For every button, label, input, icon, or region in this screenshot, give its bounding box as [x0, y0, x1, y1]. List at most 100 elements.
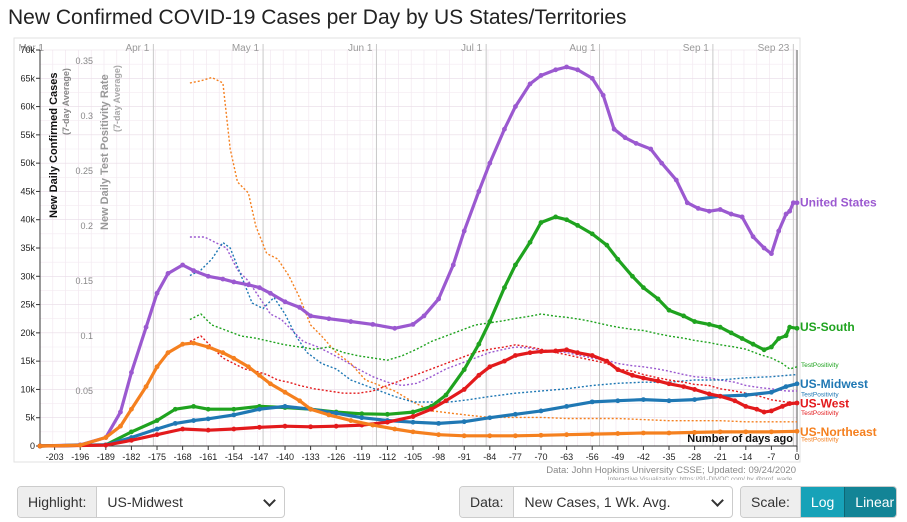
x-tick-label: -175: [148, 452, 166, 462]
y-tick-label: 25k: [20, 300, 35, 310]
data-point: [205, 344, 211, 350]
data-point: [655, 296, 661, 302]
data-point: [728, 330, 734, 336]
data-point: [779, 404, 785, 409]
x-tick-label: -182: [122, 452, 140, 462]
data-point: [681, 384, 687, 389]
y2-tick-label: 0.35: [75, 56, 93, 66]
series-label-us-midwest: US-Midwest: [800, 377, 868, 391]
data-point: [180, 426, 186, 432]
y2-axis-title: New Daily Test Positivity Rate: [99, 74, 111, 230]
y-tick-label: 40k: [20, 215, 35, 225]
control-bar: Highlight: US-Midwest Data: New Cases, 1…: [0, 480, 907, 522]
data-point: [154, 290, 160, 296]
data-point: [118, 423, 123, 429]
data-point: [564, 217, 570, 223]
data-point: [728, 211, 734, 217]
data-point: [648, 146, 654, 152]
data-point: [769, 429, 774, 435]
data-point: [154, 364, 160, 370]
data-point: [692, 430, 698, 435]
data-point: [622, 135, 628, 141]
data-point: [604, 242, 610, 248]
data-point: [787, 401, 793, 406]
data-point: [282, 404, 288, 409]
data-point: [326, 316, 332, 322]
data-point: [794, 200, 800, 206]
data-point: [776, 228, 782, 234]
data-point: [129, 437, 134, 443]
y-tick-label: 70k: [20, 45, 35, 55]
highlight-value: US-Midwest: [107, 494, 183, 510]
data-point: [231, 426, 237, 432]
data-point: [410, 321, 416, 327]
y-tick-label: 45k: [20, 186, 35, 196]
data-select[interactable]: New Cases, 1 Wk. Avg.: [514, 487, 732, 517]
data-point: [308, 424, 314, 430]
x-tick-label: -98: [432, 452, 445, 462]
data-point: [282, 389, 288, 395]
data-point: [231, 355, 237, 361]
data-point: [129, 370, 134, 375]
data-point: [333, 423, 339, 429]
data-point: [436, 432, 442, 438]
data-point: [641, 397, 646, 403]
month-label: May 1: [232, 43, 260, 54]
series-us-northeast: [37, 340, 800, 449]
data-point: [205, 273, 211, 279]
data-point: [615, 256, 621, 262]
data-point: [776, 336, 782, 341]
y2-tick-label: 0.05: [75, 386, 93, 396]
series-label-us-northeast: US-Northeast: [800, 425, 877, 439]
data-point: [527, 239, 533, 245]
positivity-line-united-states: [189, 236, 797, 392]
data-point: [231, 406, 237, 412]
data-point: [220, 276, 226, 282]
data-point: [282, 423, 288, 429]
plot-frame: [13, 37, 801, 463]
data-point: [77, 442, 83, 448]
x-tick-label: -84: [483, 452, 496, 462]
data-point: [794, 325, 800, 331]
data-point: [692, 387, 698, 392]
linear-scale-button[interactable]: Linear: [844, 487, 896, 517]
scale-group: Scale: Log Linear: [740, 486, 897, 518]
x-tick-label: -21: [714, 452, 727, 462]
data-point: [743, 429, 749, 435]
x-tick-label: -196: [71, 452, 89, 462]
credit-text: Interactive Visualization: https://91-DI…: [608, 476, 797, 480]
data-point: [527, 350, 533, 356]
data-point: [502, 358, 507, 364]
data-point: [600, 92, 606, 98]
data-point: [143, 324, 149, 330]
data-point: [154, 426, 160, 432]
x-tick-label: -77: [509, 452, 522, 462]
data-point: [513, 353, 518, 358]
data-point: [326, 412, 332, 418]
data-point: [476, 189, 482, 194]
data-point: [436, 296, 442, 302]
highlight-select[interactable]: US-Midwest: [97, 487, 284, 517]
series-label-us-south: US-South: [800, 320, 855, 334]
data-point: [633, 140, 639, 146]
data-point: [564, 432, 570, 438]
data-point: [794, 381, 800, 387]
data-point: [611, 126, 617, 132]
data-point: [410, 409, 416, 415]
data-point: [370, 422, 376, 428]
x-tick-label: -91: [458, 452, 471, 462]
data-point: [103, 435, 109, 440]
data-point: [666, 381, 672, 387]
data-label: Data:: [460, 487, 515, 517]
data-point: [154, 432, 160, 438]
log-scale-button[interactable]: Log: [800, 487, 845, 517]
data-point: [129, 429, 134, 435]
y-tick-label: 65k: [20, 73, 35, 83]
data-point: [666, 398, 672, 404]
data-point: [487, 433, 493, 439]
data-point: [308, 313, 314, 319]
month-label: Sep 23: [758, 43, 790, 54]
data-point: [538, 349, 544, 354]
x-tick-label: -119: [353, 452, 370, 462]
data-point: [769, 389, 774, 395]
